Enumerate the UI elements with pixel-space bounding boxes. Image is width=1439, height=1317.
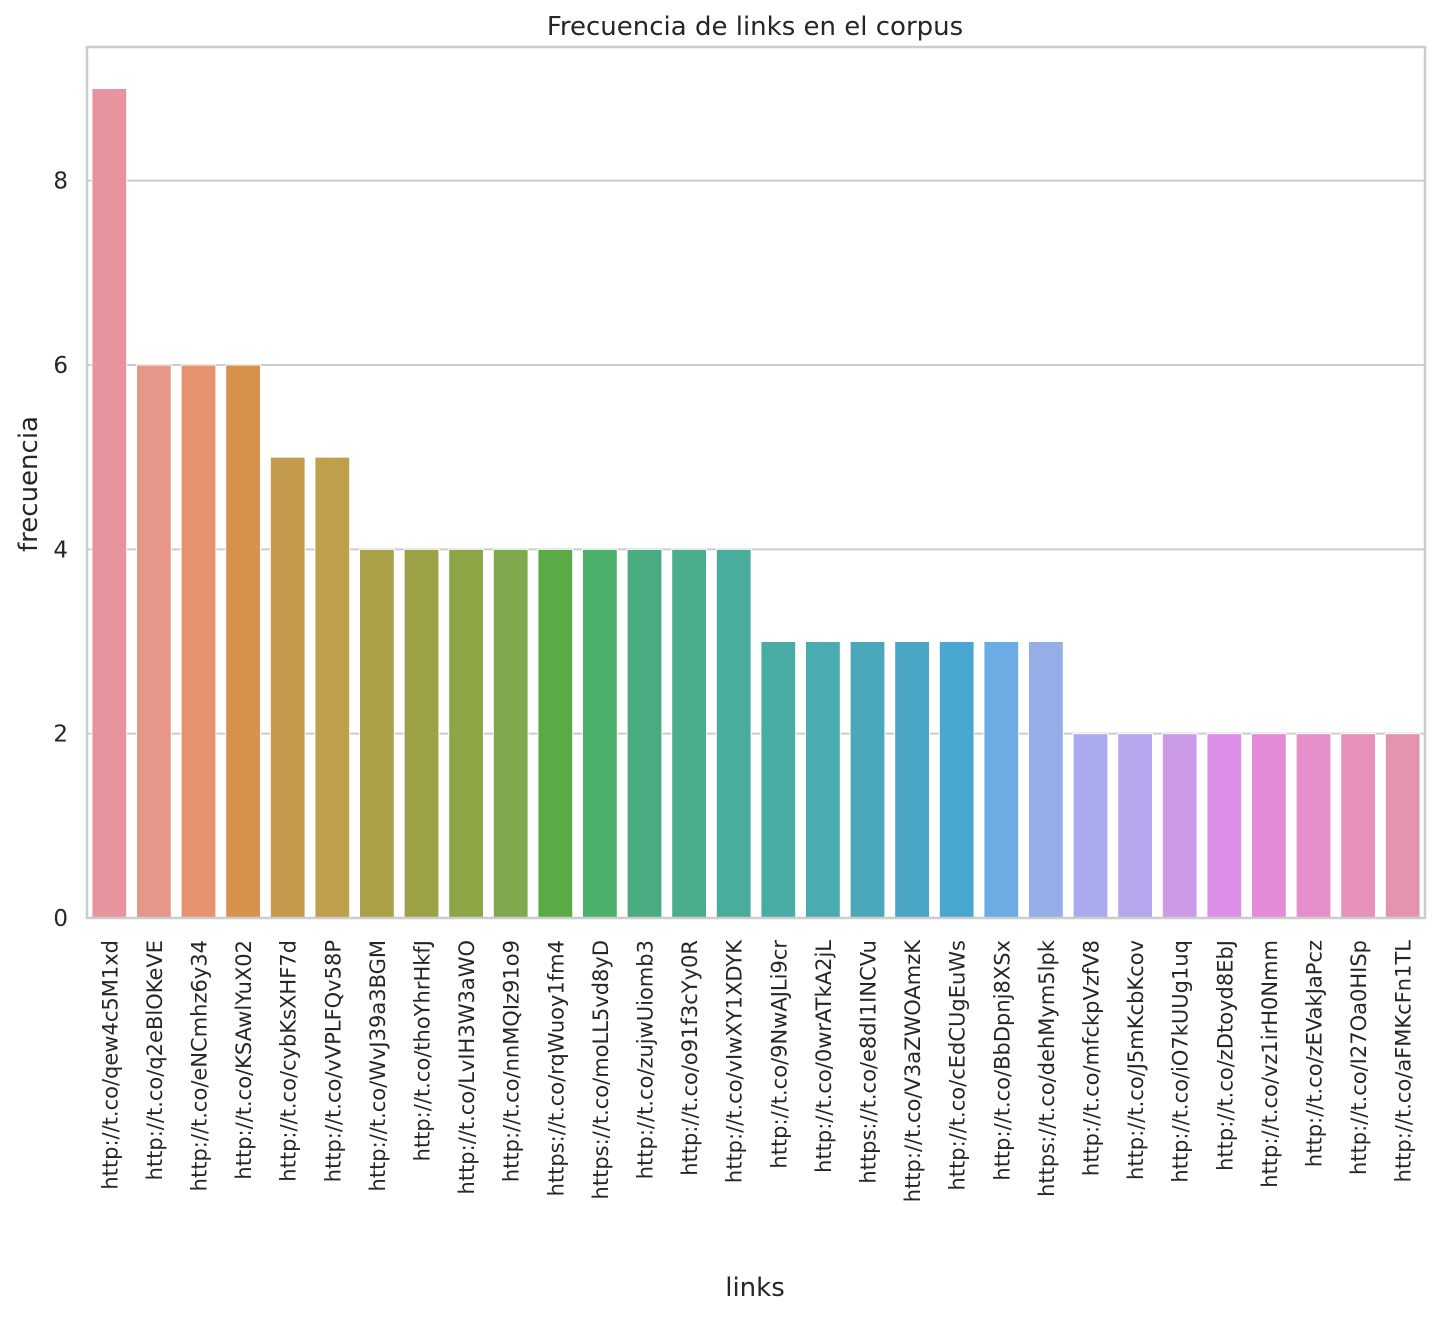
x-tick-label: http://t.co/aFMKcFn1TL — [1392, 940, 1416, 1183]
bar — [1251, 733, 1287, 919]
bar — [1117, 733, 1153, 919]
x-tick-label: http://t.co/thoYhrHkfJ — [411, 940, 435, 1161]
y-tick-label: 0 — [53, 906, 68, 932]
x-tick-label: http://t.co/WvJ39a3BGM — [366, 940, 390, 1191]
x-tick-label: http://t.co/zDtoyd8EbJ — [1213, 940, 1237, 1171]
bar — [805, 640, 841, 919]
plot-frame — [85, 45, 1427, 920]
bar — [1384, 733, 1421, 919]
bar — [849, 640, 886, 919]
bar — [1072, 733, 1109, 919]
x-tick-label: http://t.co/vVPLFQv58P — [321, 940, 345, 1182]
x-tick-label: http://t.co/I27Oa0HISp — [1347, 940, 1371, 1175]
bar — [715, 548, 752, 919]
bar — [403, 548, 440, 919]
x-tick-label: http://t.co/zEVakJaPcz — [1303, 940, 1327, 1167]
bar — [492, 548, 529, 919]
bars — [91, 87, 1421, 919]
bar — [448, 548, 484, 919]
x-tick-label: http://t.co/BbDpnj8XSx — [990, 940, 1014, 1181]
x-tick-label: https://t.co/moLL5vd8yD — [589, 940, 613, 1199]
x-tick-label: http://t.co/qew4c5M1xd — [98, 940, 122, 1190]
y-axis-ticks: 0 2 4 6 8 — [53, 169, 68, 932]
bar — [894, 640, 930, 919]
bar — [1206, 733, 1243, 919]
bar — [269, 456, 306, 919]
x-tick-label: http://t.co/q2eBlOKeVE — [143, 940, 167, 1180]
chart-title: Frecuencia de links en el corpus — [547, 12, 963, 42]
bar — [1161, 733, 1198, 919]
bar — [180, 364, 217, 919]
bar — [1295, 733, 1332, 919]
x-tick-label: http://t.co/iO7kUUg1uq — [1169, 940, 1193, 1183]
bar — [359, 548, 395, 919]
x-tick-label: http://t.co/o91f3cYy0R — [678, 940, 702, 1176]
bar — [136, 364, 172, 919]
x-tick-label: http://t.co/J5mKcbKcov — [1124, 940, 1148, 1180]
x-tick-label: http://t.co/zujwUiomb3 — [634, 940, 658, 1179]
x-tick-label: http://t.co/KSAwlYuX02 — [232, 940, 256, 1180]
x-tick-label: http://t.co/cEdCUgEuWs — [946, 940, 970, 1191]
bar — [983, 640, 1020, 919]
y-tick-label: 2 — [53, 722, 68, 748]
x-tick-label: http://t.co/nnMQIz91o9 — [500, 940, 524, 1182]
bar — [225, 364, 261, 919]
bar — [938, 640, 975, 919]
x-axis-ticks: http://t.co/qew4c5M1xd http://t.co/q2eBlO… — [98, 939, 1415, 1202]
bar — [760, 640, 797, 919]
x-tick-label: http://t.co/mfckpVzfV8 — [1080, 940, 1104, 1176]
x-tick-label: http://t.co/cybKsXHF7d — [277, 940, 301, 1182]
x-tick-label: http://t.co/vIwXY1XDYK — [723, 939, 747, 1183]
bar — [537, 548, 574, 919]
bar — [671, 548, 707, 919]
x-tick-label: https://t.co/dehMym5lpk — [1035, 939, 1059, 1197]
x-tick-label: https://t.co/rqWuoy1fm4 — [544, 940, 568, 1196]
bar — [1028, 640, 1064, 919]
bar — [582, 548, 618, 919]
y-tick-label: 4 — [53, 537, 68, 563]
bar — [626, 548, 663, 919]
bar — [91, 87, 128, 919]
x-tick-label: http://t.co/V3aZWOAmzK — [901, 939, 925, 1202]
y-tick-label: 6 — [53, 353, 68, 379]
x-tick-label: http://t.co/eNCmhz6y34 — [188, 940, 212, 1191]
bar — [314, 456, 351, 919]
x-tick-label: http://t.co/9NwAJLi9cr — [767, 940, 791, 1169]
y-axis-label: frecuencia — [14, 416, 44, 552]
bar — [1340, 733, 1376, 919]
x-tick-label: https://t.co/e8dI1INCVu — [857, 940, 881, 1184]
x-axis-label: links — [725, 1273, 785, 1303]
x-tick-label: http://t.co/0wrATkA2jL — [812, 940, 836, 1173]
x-tick-label: http://t.co/vz1irH0Nmm — [1258, 940, 1282, 1188]
y-tick-label: 8 — [53, 169, 68, 195]
x-tick-label: http://t.co/LvIH3W3aWO — [455, 940, 479, 1194]
